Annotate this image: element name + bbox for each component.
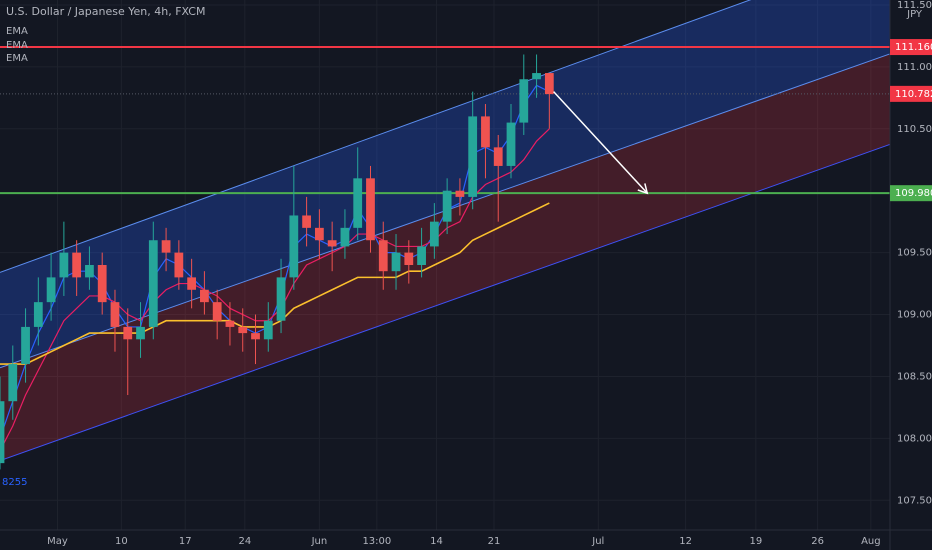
x-tick-label: 12 <box>679 536 692 547</box>
x-tick-label: 17 <box>179 536 192 547</box>
candle-body <box>123 326 133 340</box>
chart-title: U.S. Dollar / Japanese Yen, 4h, FXCM <box>6 5 205 18</box>
candle-body <box>519 79 529 123</box>
y-tick-label: 111.500 <box>897 0 932 11</box>
candle-body <box>442 190 452 222</box>
candle-body <box>251 333 260 340</box>
candle-body <box>455 190 465 197</box>
legend-entry: EMA <box>6 53 28 64</box>
candle-body <box>263 320 273 340</box>
channel-lower-band <box>0 53 890 461</box>
x-tick-label: 13:00 <box>362 536 391 547</box>
candle-body <box>366 178 375 241</box>
candle-body <box>327 240 337 247</box>
candle-body <box>161 240 171 253</box>
candle-body <box>506 122 516 166</box>
legend-entry: EMA <box>6 26 28 37</box>
candle-body <box>404 252 414 265</box>
y-tick-label: 111.000 <box>897 62 932 73</box>
low-label: 8255 <box>2 477 27 488</box>
candle-body <box>59 252 69 278</box>
level-label: 111.160 <box>895 42 932 53</box>
candle-body <box>212 302 222 321</box>
channel-upper-band <box>0 0 890 368</box>
candle-body <box>136 326 145 340</box>
candle-body <box>46 277 56 303</box>
forecast-arrow <box>553 91 648 194</box>
candle-body <box>378 240 388 272</box>
candle-body <box>417 246 426 265</box>
y-tick-label: 110.500 <box>897 124 932 135</box>
candle-body <box>276 277 286 321</box>
level-label: 109.980 <box>895 188 932 199</box>
x-tick-label: Aug <box>861 536 881 547</box>
candle-body <box>289 215 299 278</box>
x-tick-label: 26 <box>811 536 824 547</box>
currency-label: JPY <box>906 9 923 20</box>
channel-line <box>0 0 752 273</box>
level-label-box <box>890 185 932 202</box>
arrow-head <box>637 183 649 195</box>
candle-body <box>493 147 503 166</box>
candle-body <box>72 252 82 278</box>
candle-body <box>544 73 554 95</box>
ema-line <box>0 202 550 365</box>
candle-body <box>148 240 158 327</box>
x-tick-label: 21 <box>488 536 501 547</box>
candle-body <box>8 364 18 402</box>
candle-body <box>110 302 120 327</box>
candle-body <box>481 116 490 148</box>
x-tick-label: Jul <box>591 536 604 547</box>
level-label-box <box>890 39 932 56</box>
candle-body <box>302 215 311 228</box>
candle-body <box>97 265 107 303</box>
y-tick-label: 108.000 <box>897 433 932 444</box>
candle-body <box>353 178 363 228</box>
level-label-box <box>890 85 932 102</box>
y-tick-label: 107.500 <box>897 495 932 506</box>
candle-body <box>468 116 478 197</box>
x-tick-label: 24 <box>238 536 251 547</box>
candle-body <box>200 289 209 303</box>
level-label: 110.782 <box>895 89 932 100</box>
y-tick-label: 109.000 <box>897 310 932 321</box>
candle-body <box>391 252 401 272</box>
candle-body <box>85 265 94 278</box>
candle-body <box>0 401 5 464</box>
y-tick-label: 108.500 <box>897 371 932 382</box>
candle-body <box>174 252 184 278</box>
candle-body <box>21 326 30 365</box>
x-tick-label: 10 <box>115 536 128 547</box>
y-tick-label: 109.500 <box>897 248 932 259</box>
candle-body <box>33 302 43 327</box>
candle-body <box>225 320 235 327</box>
candle-body <box>238 326 248 334</box>
x-tick-label: 19 <box>749 536 762 547</box>
candle-body <box>187 277 197 290</box>
candle-body <box>314 227 324 241</box>
x-tick-label: Jun <box>311 536 328 547</box>
candle-body <box>429 221 439 247</box>
ema-line <box>0 128 550 452</box>
plot-area <box>0 0 890 530</box>
x-tick-label: May <box>47 536 68 547</box>
legend-entry: EMA <box>6 40 28 51</box>
candle-body <box>532 73 541 80</box>
candle-body <box>340 227 350 247</box>
x-tick-label: 14 <box>430 536 443 547</box>
channel-line <box>0 143 890 462</box>
